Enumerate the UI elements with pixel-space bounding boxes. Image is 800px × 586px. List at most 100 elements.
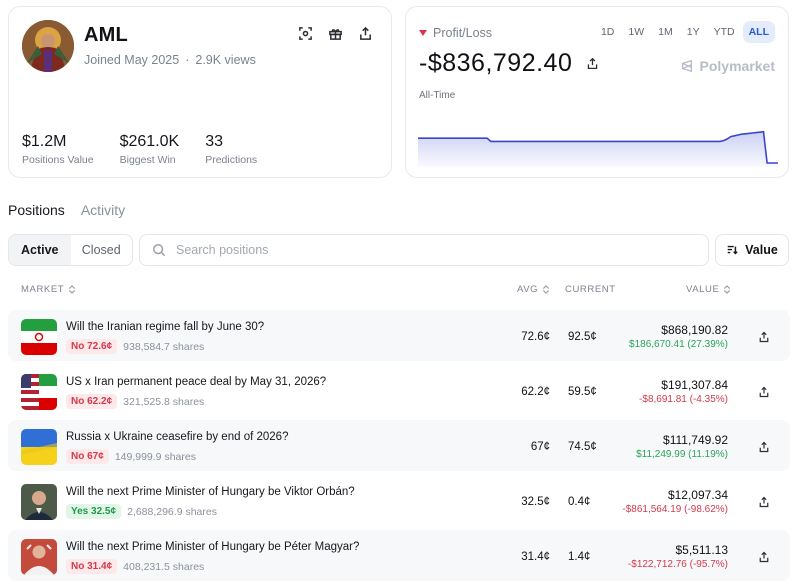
current-price: 74.5¢	[568, 441, 597, 453]
value-change: $186,670.41 (27.39%)	[629, 339, 728, 350]
current-price: 59.5¢	[568, 386, 597, 398]
pnl-amount: -$836,792.40	[419, 49, 573, 77]
shares-count: 2,688,296.9 shares	[127, 505, 217, 518]
tab-activity[interactable]: Activity	[80, 202, 126, 218]
stat-biggest-win: $261.0K Biggest Win	[120, 133, 180, 166]
closed-filter-button[interactable]: Closed	[81, 243, 121, 257]
range-tab-1d[interactable]: 1D	[600, 26, 615, 38]
scan-icon[interactable]	[297, 25, 313, 41]
shares-count: 408,231.5 shares	[123, 560, 205, 573]
outcome-badge: No 67¢	[66, 449, 109, 464]
section-tabs: Positions Activity	[8, 202, 125, 218]
stat-label: Biggest Win	[119, 154, 176, 166]
share-icon[interactable]	[758, 385, 770, 403]
table-row[interactable]: Russia x Ukraine ceasefire by end of 202…	[8, 420, 790, 471]
current-price: 0.4¢	[568, 496, 591, 508]
position-detail: No 67¢ 149,999.9 shares	[66, 449, 196, 464]
shares-count: 321,525.8 shares	[123, 395, 205, 408]
range-tab-1w[interactable]: 1W	[628, 26, 645, 38]
active-filter-button[interactable]: Active	[9, 235, 71, 265]
search-box	[139, 234, 709, 266]
sort-icon	[727, 245, 738, 255]
table-row[interactable]: Will the next Prime Minister of Hungary …	[8, 530, 790, 581]
avg-price: 67¢	[530, 441, 550, 453]
share-icon[interactable]	[584, 56, 600, 72]
market-title[interactable]: Will the Iranian regime fall by June 30?	[66, 321, 265, 333]
polymarket-icon	[681, 59, 692, 73]
sort-arrows-icon	[724, 285, 731, 294]
table-row[interactable]: US x Iran permanent peace deal by May 31…	[8, 365, 790, 416]
market-title[interactable]: Russia x Ukraine ceasefire by end of 202…	[66, 431, 289, 443]
table-row[interactable]: Will the Iranian regime fall by June 30?…	[8, 310, 790, 361]
profile-name: AML	[84, 24, 128, 46]
pnl-area	[418, 131, 778, 167]
outcome-badge: Yes 32.5¢	[66, 504, 122, 519]
header-value[interactable]: VALUE	[686, 284, 731, 295]
pnl-card: Profit/Loss 1D 1W 1M 1Y YTD ALL -$836,79…	[405, 6, 789, 178]
us-iran-flags-icon	[21, 374, 57, 410]
shares-count: 938,584.7 shares	[123, 340, 205, 353]
position-value: $191,307.84 -$8,691.81 (-4.35%)	[639, 378, 728, 405]
header-current-label: CURRENT	[565, 284, 616, 295]
portrait-icon	[21, 484, 57, 520]
current-price: 92.5¢	[568, 331, 597, 343]
iran-flag-icon	[21, 319, 57, 355]
header-value-label: VALUE	[686, 284, 720, 295]
profile-meta: Joined May 2025 · 2.9K views	[84, 53, 256, 67]
share-icon[interactable]	[357, 25, 373, 41]
range-tab-1m[interactable]: 1M	[658, 26, 673, 38]
outcome-badge: No 72.6¢	[66, 339, 118, 354]
sort-button[interactable]: Value	[715, 234, 789, 266]
market-title[interactable]: Will the next Prime Minister of Hungary …	[66, 486, 355, 498]
header-avg[interactable]: AVG	[517, 284, 550, 295]
pnl-line	[418, 130, 778, 164]
value-change: -$122,712.76 (-95.7%)	[627, 559, 728, 570]
pnl-chart	[418, 130, 778, 167]
search-input[interactable]	[176, 243, 676, 257]
value-amount: $191,307.84	[661, 378, 728, 392]
shares-count: 149,999.9 shares	[114, 450, 196, 463]
value-change: -$861,564.19 (-98.62%)	[622, 504, 728, 515]
range-tabs: 1D 1W 1M 1Y YTD ALL	[595, 21, 775, 43]
gift-icon[interactable]	[327, 25, 343, 41]
header-market[interactable]: MARKET	[21, 284, 76, 295]
value-change: -$8,691.81 (-4.35%)	[639, 394, 728, 405]
sort-arrows-icon	[543, 285, 550, 294]
view-count: 2.9K views	[195, 53, 256, 67]
profile-card: AML Joined May 2025 · 2.9K views $1.2M Pos…	[8, 6, 392, 178]
position-value: $5,511.13 -$122,712.76 (-95.7%)	[628, 543, 728, 570]
value-amount: $868,190.82	[661, 323, 728, 337]
header-avg-label: AVG	[517, 284, 539, 295]
share-icon[interactable]	[758, 330, 770, 348]
range-tab-ytd[interactable]: YTD	[713, 26, 735, 38]
position-value: $111,749.92 $11,249.99 (11.19%)	[636, 433, 728, 460]
market-title[interactable]: Will the next Prime Minister of Hungary …	[66, 541, 360, 553]
profile-actions	[297, 25, 373, 41]
range-tab-all[interactable]: ALL	[742, 21, 775, 43]
table-header: MARKET AVG CURRENT VALUE	[8, 284, 790, 300]
position-detail: Yes 32.5¢ 2,688,296.9 shares	[66, 504, 217, 519]
stat-value: $261.0K	[119, 133, 180, 150]
share-icon[interactable]	[758, 550, 770, 568]
stat-label: Positions Value	[22, 154, 94, 166]
tab-positions[interactable]: Positions	[8, 202, 65, 218]
table-row[interactable]: Will the next Prime Minister of Hungary …	[8, 475, 790, 526]
share-icon[interactable]	[758, 440, 770, 458]
outcome-badge: No 31.4¢	[66, 559, 118, 574]
market-title[interactable]: US x Iran permanent peace deal by May 31…	[66, 376, 327, 388]
portrait-icon	[21, 539, 57, 575]
share-icon[interactable]	[758, 495, 770, 513]
range-tab-1y[interactable]: 1Y	[686, 26, 700, 38]
position-detail: No 31.4¢ 408,231.5 shares	[66, 559, 204, 574]
avatar[interactable]	[22, 20, 74, 72]
sort-label: Value	[745, 243, 778, 257]
avg-price: 62.2¢	[521, 386, 550, 398]
brand-name: Polymarket	[699, 58, 775, 74]
position-detail: No 62.2¢ 321,525.8 shares	[66, 394, 204, 409]
value-change: $11,249.99 (11.19%)	[636, 449, 728, 460]
sort-arrows-icon	[69, 285, 76, 294]
value-amount: $5,511.13	[675, 543, 729, 557]
pnl-label: Profit/Loss	[419, 26, 492, 40]
profile-stats: $1.2M Positions Value $261.0K Biggest Wi…	[22, 133, 283, 166]
pnl-label-text: Profit/Loss	[433, 26, 493, 40]
